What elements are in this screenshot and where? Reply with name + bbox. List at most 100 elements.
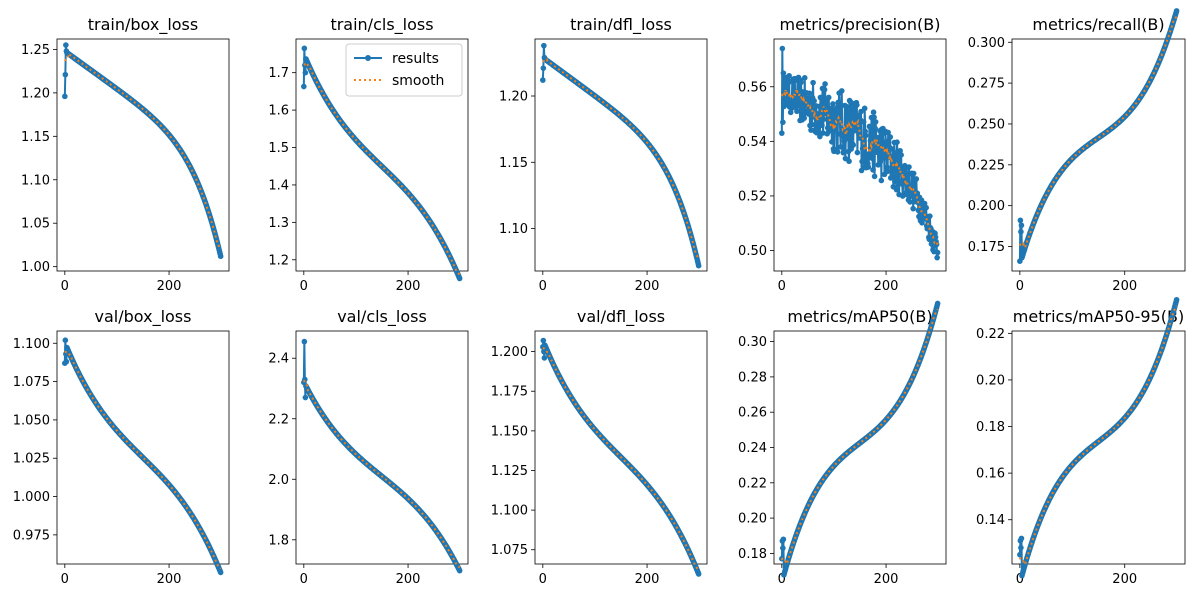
y-tick-label: 0.20 [976,373,1005,388]
axes-frame [773,38,947,272]
results-point [794,108,800,115]
smooth-line [64,351,222,570]
results-point [301,83,307,90]
smooth-line [63,51,222,251]
axes-frame [56,38,230,272]
results-point [883,138,890,145]
results-point [830,101,836,107]
subplot-title: train/dfl_loss [570,15,672,35]
smooth-line [780,308,939,567]
axes-frame [534,38,708,272]
results-point [873,149,880,155]
results-markers [779,300,941,578]
results-line [780,303,939,576]
y-tick-label: 0.22 [976,327,1005,342]
results-point [839,133,846,139]
results-point [862,132,869,139]
results-point [857,135,863,141]
y-tick-label: 1.10 [21,173,50,188]
legend: results smooth [345,43,463,97]
results-point [861,105,868,112]
results-point [829,139,835,145]
x-tick-label: 200 [396,572,421,587]
results-point [811,98,817,104]
x-tick-label: 0 [778,572,786,587]
results-point [780,119,786,126]
results-point [923,204,929,211]
y-tick-label: 1.075 [13,375,50,390]
results-point [834,149,841,155]
y-tick-label: 1.6 [268,104,289,119]
results-point [858,108,864,115]
smooth-line [1018,305,1178,568]
results-point [63,358,70,365]
y-tick-label: 1.050 [13,413,50,428]
subplot-title: val/dfl_loss [577,307,665,327]
axes-frame [56,330,230,565]
results-point [869,155,876,162]
results-point [217,569,224,576]
results-point [820,116,827,122]
subplot-title: metrics/precision(B) [780,15,941,34]
results-point [822,81,828,87]
results-point [855,112,861,119]
results-point [695,262,702,269]
y-tick-label: 0.28 [738,370,767,385]
legend-results-marker [365,55,371,61]
y-tick-label: 0.14 [976,513,1005,528]
results-line [541,45,700,266]
results-point [869,151,875,157]
y-tick-label: 1.10 [499,222,528,237]
subplot-metrics-recall-b-: metrics/recall(B) 0.175 0.200 0.225 0.250 0.2… [968,8,1186,294]
results-point [780,536,787,543]
results-point [846,158,852,165]
results-point [828,127,834,134]
legend-smooth-label: smooth [392,73,444,89]
x-tick-label: 200 [157,279,182,294]
y-tick-label: 0.225 [968,158,1005,173]
results-point [889,171,896,177]
results-point [876,137,883,144]
results-point [910,170,917,177]
results-point [877,158,884,165]
results-point [456,275,463,282]
axes-frame [1011,38,1186,272]
results-point [301,45,308,52]
results-point [932,234,939,240]
y-tick-label: 2.4 [268,352,289,367]
results-point [821,86,828,93]
results-point [844,135,851,142]
y-tick-label: 1.8 [268,533,289,548]
x-tick-label: 200 [1112,572,1137,587]
x-tick-label: 200 [635,572,660,587]
results-point [217,253,224,260]
y-tick-label: 1.3 [268,216,289,231]
results-line [1018,299,1178,576]
y-tick-label: 1.200 [491,345,528,360]
results-point [819,122,825,129]
legend-results-label: results [392,51,439,67]
smooth-line [1018,15,1178,251]
results-point [859,145,866,152]
results-point [847,114,853,121]
results-point [1173,296,1180,303]
results-point [866,123,873,130]
results-point [850,106,857,112]
y-tick-label: 0.26 [738,406,767,421]
subplot-val-dfl-loss: val/dfl_loss 1.075 1.100 1.125 1.150 1.175 1.2… [491,307,708,587]
results-point [865,164,872,170]
x-tick-label: 0 [778,279,786,294]
axes-frame [295,38,469,272]
results-point [872,119,879,125]
results-point [541,355,548,361]
results-point [780,545,786,551]
results-point [1018,535,1025,542]
x-tick-label: 0 [539,279,547,294]
subplot-metrics-precision-b-: metrics/precision(B) 0.50 0.52 0.54 0.56 0 200 [738,15,947,294]
y-tick-label: 1.175 [491,385,528,400]
results-point [927,213,933,219]
results-point [837,144,844,150]
results-point [852,127,859,134]
subplot-val-box-loss: val/box_loss 0.975 1.000 1.025 1.050 1.075 1.1… [13,307,230,587]
results-point [850,142,857,148]
